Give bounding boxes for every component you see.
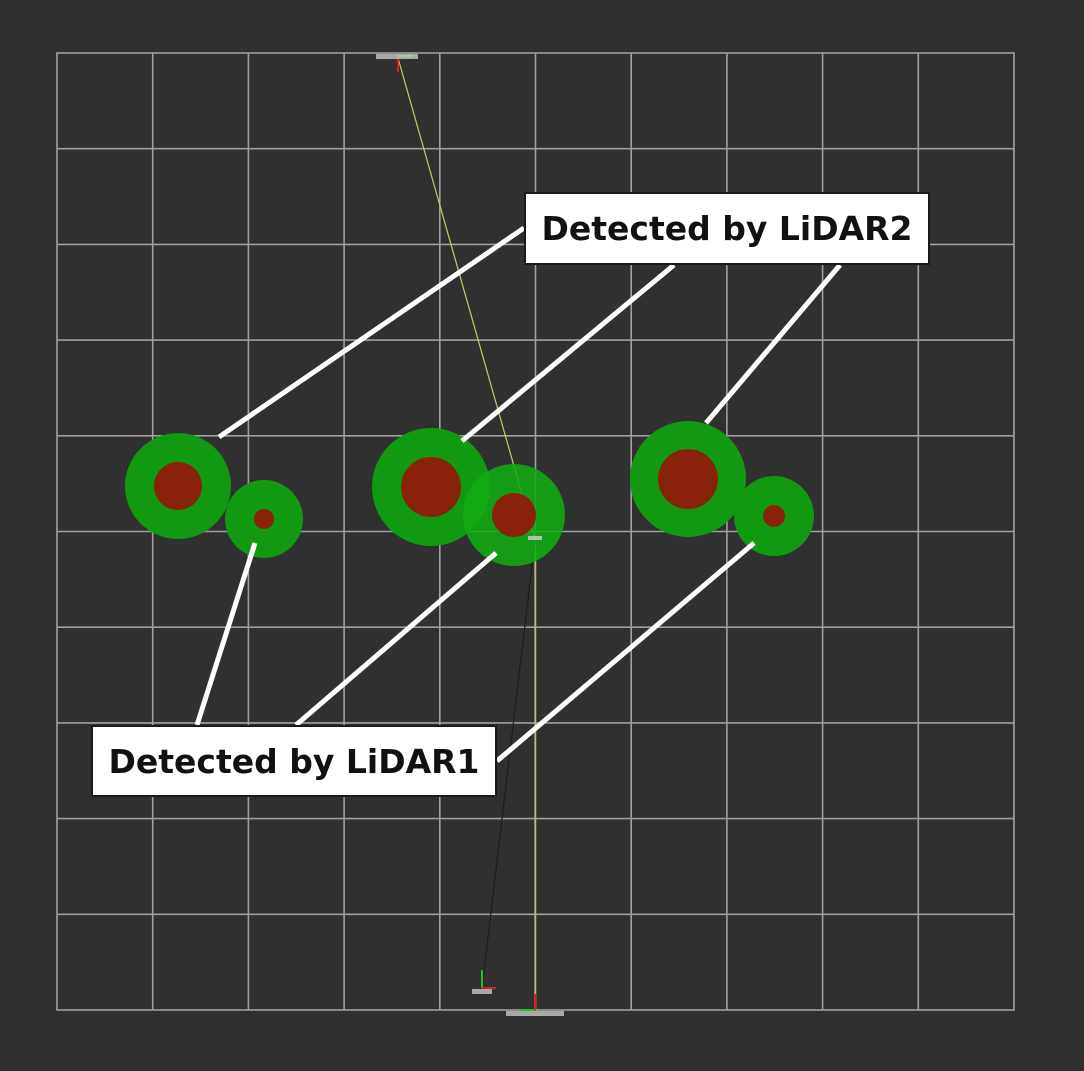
callout-lidar1-label: Detected by LiDAR1: [91, 725, 497, 797]
leader-line: [704, 263, 842, 425]
axes-frame-icon: [472, 970, 496, 994]
detection-inner: [492, 493, 536, 537]
detection-inner: [254, 509, 274, 529]
axes-frame-icon: [528, 536, 542, 540]
leader-line: [217, 225, 526, 440]
axes-frame-icon: [506, 994, 564, 1016]
detection-inner: [658, 449, 718, 509]
trajectory-line-dark: [481, 539, 536, 989]
detection-inner: [763, 505, 785, 527]
leader-line: [294, 551, 498, 727]
trajectory-line: [397, 57, 536, 541]
callout-lidar2-label: Detected by LiDAR2: [524, 192, 930, 265]
detection-inner: [154, 462, 202, 510]
axes-frame-icon: [376, 54, 418, 72]
leader-lines: [194, 225, 842, 763]
leader-line: [495, 541, 756, 763]
detections: [125, 421, 814, 566]
leader-line: [194, 542, 258, 726]
detection-inner: [401, 457, 461, 517]
leader-line: [460, 263, 676, 443]
